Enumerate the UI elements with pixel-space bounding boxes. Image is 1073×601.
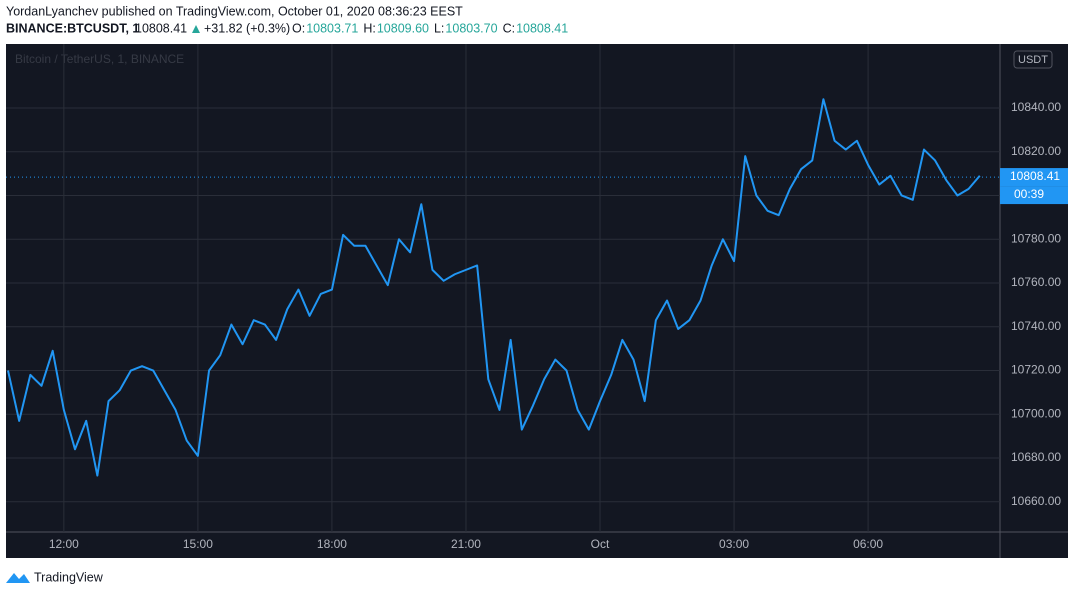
x-tick-label: 06:00 <box>853 537 883 551</box>
y-tick-label: 10840.00 <box>1011 100 1061 114</box>
tradingview-logo <box>6 573 30 583</box>
y-tick-label: 10740.00 <box>1011 319 1061 333</box>
y-tick-label: 10680.00 <box>1011 450 1061 464</box>
footer-brand: TradingView <box>34 570 104 584</box>
y-tick-label: 10720.00 <box>1011 363 1061 377</box>
x-tick-label: 18:00 <box>317 537 347 551</box>
x-tick-label: Oct <box>591 537 610 551</box>
symbol: BINANCE:BTCUSDT, 1 <box>6 21 139 35</box>
ohlc-value: 10803.70 <box>445 21 497 35</box>
ohlc-label: O: <box>292 21 305 35</box>
x-tick-label: 21:00 <box>451 537 481 551</box>
ohlc-value: 10809.60 <box>377 21 429 35</box>
chart-background <box>6 44 1068 558</box>
x-tick-label: 03:00 <box>719 537 749 551</box>
up-arrow <box>192 25 200 33</box>
ohlc-label: H: <box>363 21 376 35</box>
y-tick-label: 10760.00 <box>1011 275 1061 289</box>
x-tick-label: 15:00 <box>183 537 213 551</box>
currency-button[interactable] <box>1013 50 1053 69</box>
ohlc-value: 10803.71 <box>306 21 358 35</box>
y-tick-label: 10820.00 <box>1011 144 1061 158</box>
ohlc: O: 10803.71 H: 10809.60 L: 10803.70 C: 10808.41 <box>292 21 568 35</box>
ohlc-value: 10808.41 <box>516 21 568 35</box>
countdown-badge <box>1000 186 1068 205</box>
y-tick-label: 10660.00 <box>1011 494 1061 508</box>
y-tick-label: 10700.00 <box>1011 406 1061 420</box>
currency-label: USDT <box>1018 54 1048 66</box>
watermark: Bitcoin / TetherUS, 1, BINANCE <box>15 52 184 66</box>
ohlc-label: C: <box>503 21 516 35</box>
header-price: 10808.41 <box>135 21 187 35</box>
header-change: +31.82 (+0.3%) <box>204 21 290 35</box>
x-tick-label: 12:00 <box>49 537 79 551</box>
last-price-label: 10808.41 <box>1010 169 1060 183</box>
author-line: YordanLyanchev published on TradingView.… <box>6 4 463 18</box>
y-tick-label: 10780.00 <box>1011 231 1061 245</box>
countdown-label: 00:39 <box>1014 187 1044 201</box>
last-price-badge <box>1000 168 1068 187</box>
price-line <box>7 98 981 477</box>
ohlc-label: L: <box>434 21 444 35</box>
